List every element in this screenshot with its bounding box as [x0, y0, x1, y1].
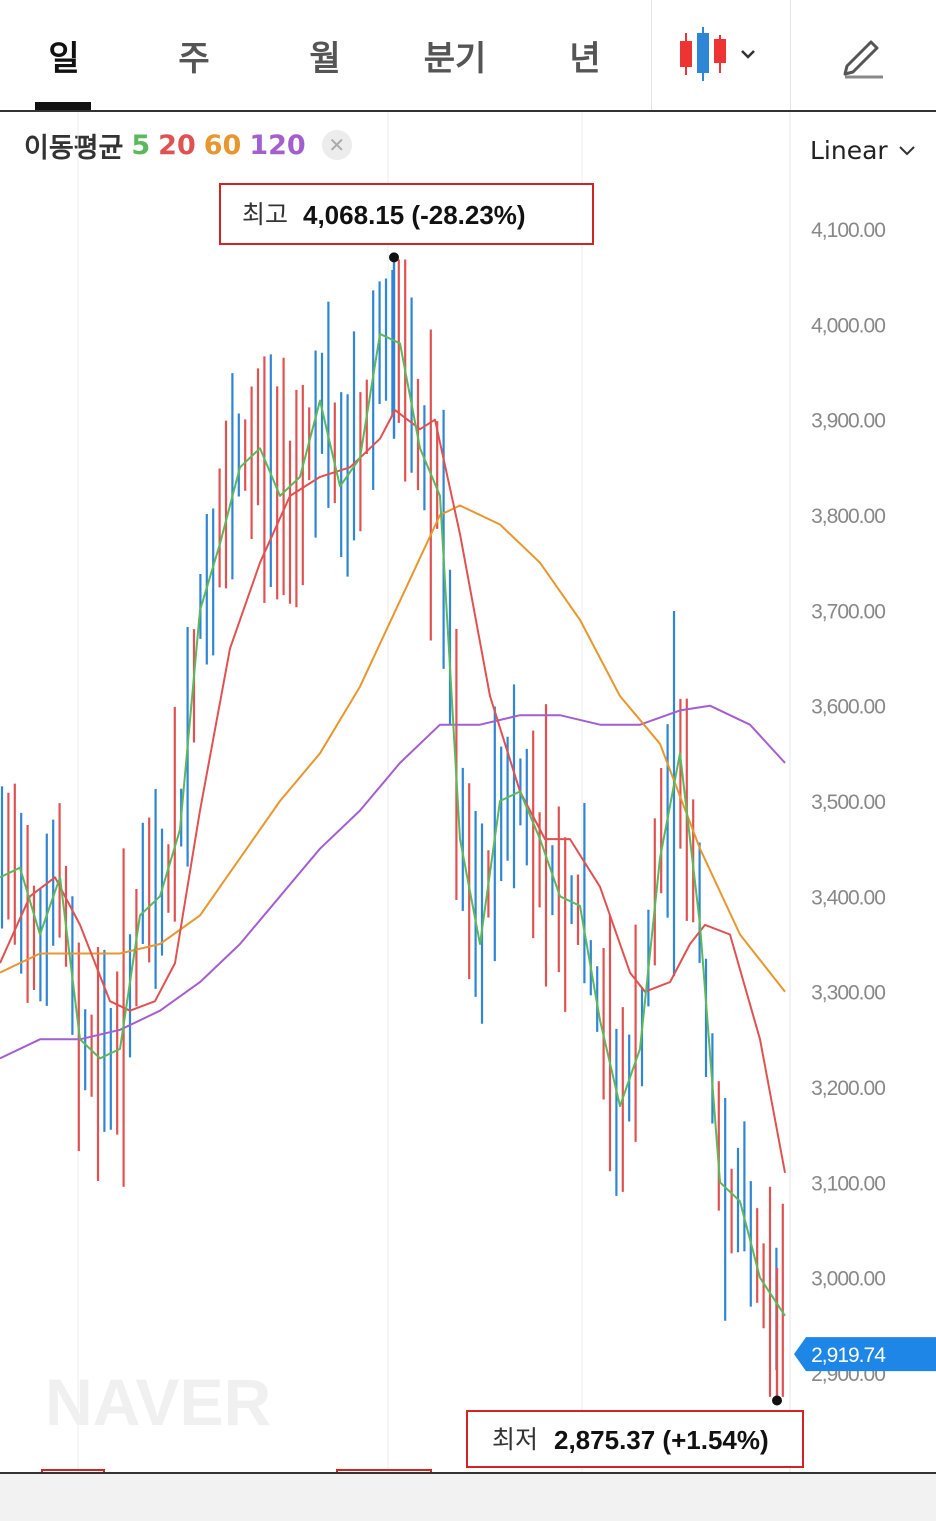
y-tick-label: 3,200.00	[811, 1077, 885, 1100]
pencil-icon	[843, 40, 883, 79]
y-tick-label: 4,100.00	[811, 219, 885, 242]
y-tick-label: 3,100.00	[811, 1172, 885, 1195]
high-annotation-box	[219, 183, 594, 245]
high-marker	[389, 252, 399, 263]
y-tick-label: 3,700.00	[811, 600, 885, 623]
current-price-tag	[794, 1337, 936, 1372]
current-price-value: 2,919.74	[811, 1344, 886, 1367]
low-value: 2,875.37 (+1.54%)	[554, 1425, 769, 1455]
y-tick-label: 3,500.00	[811, 791, 885, 814]
high-value: 4,068.15 (-28.23%)	[303, 200, 526, 230]
tab-quarter[interactable]: 분기	[423, 38, 487, 79]
ma-60-line	[0, 504, 786, 993]
ma-120-line	[0, 704, 786, 1060]
ma-5-label: 5	[131, 129, 151, 161]
y-tick-label: 3,400.00	[811, 886, 885, 909]
active-tab-indicator	[35, 102, 91, 110]
y-tick-label: 4,000.00	[811, 314, 885, 337]
divider	[651, 0, 652, 110]
tab-year[interactable]: 년	[569, 38, 601, 79]
naver-watermark: NAVER	[45, 1365, 271, 1439]
low-label: 최저	[492, 1425, 538, 1454]
scale-selector[interactable]: Linear	[810, 136, 916, 165]
ma-20-label: 20	[158, 129, 196, 161]
moving-average-legend: 이동평균 5 20 60 120 ✕	[24, 124, 352, 166]
draw-tool-button[interactable]	[791, 0, 936, 110]
low-marker	[772, 1395, 782, 1406]
y-tick-label: 3,800.00	[811, 505, 885, 528]
tab-month[interactable]: 월	[309, 38, 341, 79]
y-tick-label: 3,900.00	[811, 410, 885, 433]
scale-label: Linear	[810, 136, 888, 165]
y-tick-label: 3,600.00	[811, 696, 885, 719]
chart-type-button[interactable]	[652, 0, 790, 110]
high-label: 최고	[242, 200, 288, 229]
tab-week[interactable]: 주	[178, 38, 210, 79]
chevron-down-icon	[898, 145, 915, 155]
ma-120-label: 120	[249, 129, 306, 161]
candlestick-icon	[680, 27, 755, 81]
ma-5-line	[0, 332, 786, 1317]
time-axis	[0, 1472, 936, 1521]
close-icon[interactable]: ✕	[321, 130, 352, 160]
ma-20-line	[0, 409, 786, 1173]
low-annotation-box	[466, 1410, 804, 1468]
ma-legend-title: 이동평균	[24, 132, 124, 164]
ma-60-label: 60	[203, 129, 242, 161]
y-tick-label: 3,300.00	[811, 982, 885, 1005]
divider	[790, 0, 791, 110]
period-tab-bar: 일 주 월 분기 년	[0, 0, 936, 112]
y-tick-label: 3,000.00	[811, 1268, 885, 1291]
tab-day[interactable]: 일	[48, 38, 80, 79]
